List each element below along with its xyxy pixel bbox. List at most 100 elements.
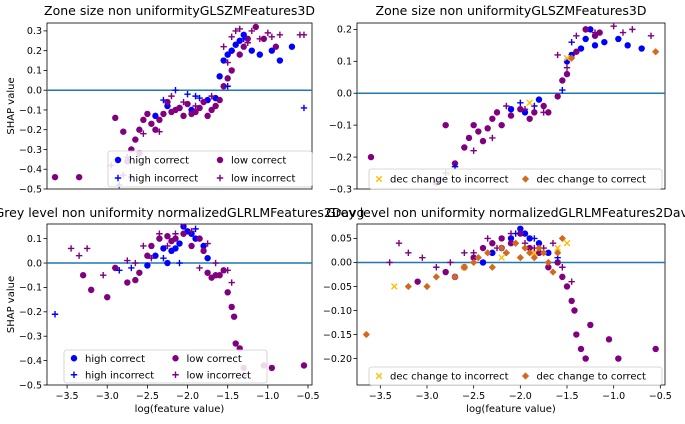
legend-label: dec change to correct	[537, 372, 646, 383]
point-low-correct	[172, 235, 179, 242]
point-high-incorrect	[192, 92, 199, 100]
point-high-correct	[144, 262, 151, 269]
point-dec-change-to-correct	[484, 249, 492, 257]
y-tick-label: 0.1	[27, 234, 42, 245]
point-low-correct	[180, 112, 187, 120]
point-low-correct	[124, 279, 131, 286]
x-tick-label: −2.5	[136, 391, 159, 402]
point-low-correct	[493, 109, 501, 116]
point-low-incorrect	[489, 134, 496, 142]
y-tick-label: −0.05	[323, 282, 352, 293]
point-dec-change-to-correct	[512, 239, 520, 247]
y-tick-label: −0.3	[19, 145, 42, 156]
point-low-correct	[240, 43, 247, 50]
point-low-incorrect	[619, 29, 627, 36]
point-low-correct	[220, 83, 227, 90]
point-dec-change-to-incorrect	[563, 54, 571, 62]
point-high-correct	[232, 41, 239, 48]
y-axis-label: SHAP value	[6, 77, 17, 134]
point-low-incorrect	[395, 240, 403, 247]
point-low-correct	[526, 115, 533, 122]
point-low-incorrect	[540, 109, 547, 116]
point-low-correct	[232, 340, 239, 347]
legend-box	[63, 349, 268, 384]
chart-title: Grey level non uniformity normalizedGLRL…	[326, 205, 685, 220]
point-low-incorrect	[647, 32, 655, 39]
x-tick-label: −1.5	[555, 391, 578, 402]
point-high-correct	[479, 259, 487, 266]
y-tick-label: −0.3	[19, 332, 42, 343]
point-low-correct	[461, 144, 468, 151]
point-low-correct	[224, 289, 231, 296]
point-high-correct	[176, 240, 183, 247]
legend-box	[368, 168, 663, 190]
point-dec-change-to-correct	[558, 234, 566, 243]
point-low-correct	[554, 93, 561, 100]
y-tick-label: 0.2	[27, 46, 42, 57]
point-low-correct	[479, 244, 487, 252]
point-dec-change-to-incorrect	[526, 99, 533, 107]
point-low-incorrect	[124, 257, 131, 264]
point-low-correct	[200, 98, 207, 106]
point-high-correct	[577, 45, 585, 52]
y-tick-label: 0.05	[331, 234, 352, 245]
x-tick-label: −1.5	[216, 391, 239, 402]
point-low-correct	[228, 67, 235, 74]
point-dec-change-to-correct	[540, 249, 548, 257]
y-tick-label: −0.3	[329, 184, 352, 195]
point-dec-change-to-incorrect	[531, 249, 538, 257]
point-low-incorrect	[228, 33, 235, 41]
point-low-correct	[104, 293, 111, 301]
y-tick-label: 0.1	[337, 57, 352, 68]
point-low-correct	[300, 362, 308, 369]
y-tick-label: −0.20	[323, 354, 352, 365]
legend-label: dec change to correct	[537, 175, 646, 186]
point-high-correct	[268, 47, 276, 54]
point-low-correct	[208, 106, 215, 114]
point-low-incorrect	[140, 130, 147, 137]
point-low-correct	[559, 77, 566, 84]
legend-marker-dec-change-to-incorrect	[375, 372, 383, 380]
point-low-incorrect	[148, 254, 155, 262]
point-low-incorrect	[180, 224, 187, 228]
legend-label: high correct	[129, 156, 189, 167]
point-low-correct	[252, 23, 259, 31]
point-low-correct	[563, 70, 571, 78]
point-low-correct	[596, 29, 603, 36]
point-low-correct	[268, 364, 276, 372]
point-low-correct	[79, 272, 87, 279]
point-low-incorrect	[156, 230, 163, 237]
point-low-incorrect	[470, 249, 477, 257]
point-low-correct	[244, 35, 251, 43]
point-low-correct	[517, 230, 524, 237]
legend-label: low correct	[231, 156, 286, 167]
point-dec-change-to-correct	[530, 254, 538, 262]
legend-label: high incorrect	[129, 174, 198, 185]
point-dec-change-to-correct	[554, 249, 562, 257]
point-high-incorrect	[172, 86, 179, 94]
legend-marker-high-correct	[114, 156, 122, 164]
point-low-incorrect	[256, 35, 264, 43]
point-low-incorrect	[164, 242, 171, 250]
legend-marker-low-correct	[172, 355, 179, 362]
point-high-incorrect	[196, 94, 203, 102]
point-low-correct	[554, 259, 561, 266]
point-low-correct	[484, 125, 491, 132]
point-low-incorrect	[521, 105, 529, 113]
point-low-incorrect	[554, 51, 561, 59]
point-low-correct	[475, 128, 482, 135]
point-low-correct	[87, 286, 95, 294]
point-low-correct	[212, 102, 219, 110]
point-dec-change-to-correct	[521, 244, 529, 252]
x-axis-label: log(feature value)	[466, 404, 556, 415]
chart-title: Zone size non uniformityGLSZMFeatures3D	[376, 3, 647, 18]
y-tick-label: −0.10	[323, 306, 352, 317]
point-high-correct	[248, 47, 255, 54]
point-low-correct	[196, 235, 203, 242]
point-dec-change-to-correct	[474, 254, 482, 262]
point-low-correct	[563, 283, 571, 290]
point-high-correct	[545, 249, 552, 257]
point-low-correct	[144, 110, 151, 118]
point-high-correct	[507, 235, 515, 242]
point-low-correct	[75, 173, 83, 181]
